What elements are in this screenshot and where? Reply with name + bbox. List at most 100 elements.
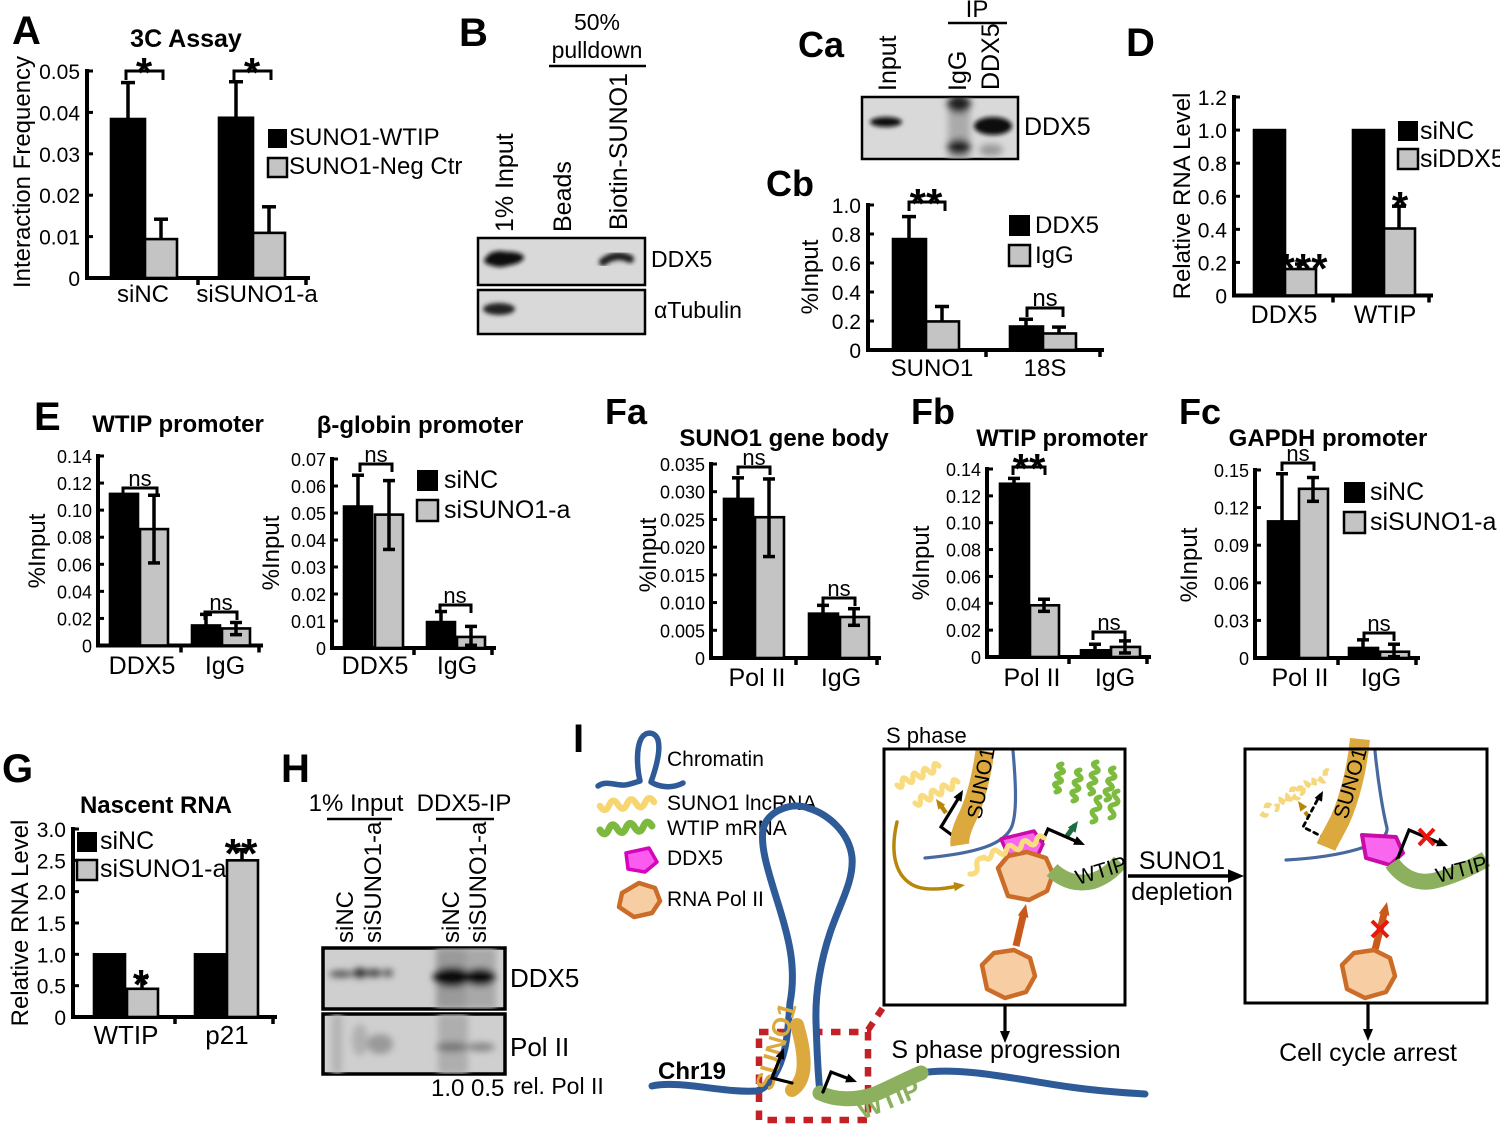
svg-text:2.5: 2.5 xyxy=(37,850,66,873)
svg-text:0: 0 xyxy=(971,648,981,668)
svg-text:ns: ns xyxy=(1286,441,1309,466)
svg-text:siSUNO1-a: siSUNO1-a xyxy=(444,496,571,524)
svg-text:*: * xyxy=(133,961,150,1008)
svg-text:IgG: IgG xyxy=(944,51,972,91)
svg-text:WTIP: WTIP xyxy=(94,1020,159,1050)
svg-text:RNA Pol II: RNA Pol II xyxy=(667,888,764,911)
svg-text:0.12: 0.12 xyxy=(57,474,92,494)
svg-text:1.0: 1.0 xyxy=(37,944,66,967)
svg-text:ns: ns xyxy=(128,466,151,491)
svg-text:SUNO1 gene body: SUNO1 gene body xyxy=(679,425,889,452)
svg-text:E: E xyxy=(34,395,61,439)
svg-text:Pol II: Pol II xyxy=(1004,664,1061,692)
svg-text:WTIP: WTIP xyxy=(1354,301,1417,329)
svg-text:DDX5: DDX5 xyxy=(667,847,723,870)
svg-text:**: ** xyxy=(910,180,943,227)
svg-text:0.020: 0.020 xyxy=(660,538,705,558)
svg-text:0: 0 xyxy=(695,649,705,669)
svg-text:0.02: 0.02 xyxy=(291,585,326,605)
svg-text:0.08: 0.08 xyxy=(57,528,92,548)
svg-text:I: I xyxy=(573,717,584,761)
svg-text:3C Assay: 3C Assay xyxy=(130,25,242,53)
svg-text:siNC: siNC xyxy=(100,827,154,855)
svg-text:*: * xyxy=(1392,183,1409,230)
svg-text:0.01: 0.01 xyxy=(39,227,80,250)
svg-text:%Input: %Input xyxy=(258,515,285,590)
svg-text:***: *** xyxy=(1278,245,1328,292)
svg-text:siSUNO1-a: siSUNO1-a xyxy=(465,821,492,943)
svg-text:1.0: 1.0 xyxy=(1198,120,1227,143)
svg-text:siNC: siNC xyxy=(1420,117,1474,145)
svg-text:0.06: 0.06 xyxy=(57,555,92,575)
svg-text:0.12: 0.12 xyxy=(1214,499,1249,519)
svg-text:WTIP mRNA: WTIP mRNA xyxy=(667,817,787,840)
svg-text:0.08: 0.08 xyxy=(946,541,981,561)
svg-text:ns: ns xyxy=(827,576,850,601)
svg-text:%Input: %Input xyxy=(635,517,662,592)
svg-text:0.6: 0.6 xyxy=(832,253,861,276)
svg-text:DDX5-IP: DDX5-IP xyxy=(417,790,512,817)
svg-text:1.2: 1.2 xyxy=(1198,87,1227,110)
svg-text:ns: ns xyxy=(364,442,387,467)
svg-text:1% Input: 1% Input xyxy=(309,790,404,817)
svg-text:ns: ns xyxy=(742,445,765,470)
svg-text:WTIP promoter: WTIP promoter xyxy=(92,411,264,438)
svg-text:0.07: 0.07 xyxy=(291,450,326,470)
svg-text:DDX5: DDX5 xyxy=(1251,301,1318,329)
svg-text:G: G xyxy=(2,747,33,791)
svg-text:siDDX5: siDDX5 xyxy=(1420,145,1500,173)
svg-text:ns: ns xyxy=(1367,611,1390,636)
svg-text:%Input: %Input xyxy=(24,513,51,588)
svg-text:S phase progression: S phase progression xyxy=(891,1036,1120,1064)
svg-text:0.4: 0.4 xyxy=(1198,219,1228,242)
svg-text:0: 0 xyxy=(849,340,861,363)
svg-text:siNC: siNC xyxy=(1370,478,1424,506)
svg-text:0.03: 0.03 xyxy=(39,144,80,167)
svg-text:0.2: 0.2 xyxy=(1198,252,1227,275)
svg-text:H: H xyxy=(281,747,310,791)
svg-text:siNC: siNC xyxy=(117,281,169,308)
svg-text:β-globin promoter: β-globin promoter xyxy=(317,412,524,439)
svg-text:0.06: 0.06 xyxy=(946,567,981,587)
svg-text:0.015: 0.015 xyxy=(660,566,705,586)
svg-text:0.02: 0.02 xyxy=(39,185,80,208)
svg-text:αTubulin: αTubulin xyxy=(654,297,742,323)
svg-text:*: * xyxy=(136,49,153,96)
svg-text:siNC: siNC xyxy=(444,466,498,494)
svg-text:IgG: IgG xyxy=(821,664,861,692)
svg-text:DDX5: DDX5 xyxy=(1035,212,1099,239)
svg-text:0.05: 0.05 xyxy=(291,504,326,524)
svg-text:Interaction Frequency: Interaction Frequency xyxy=(9,56,36,288)
svg-text:0: 0 xyxy=(1215,286,1227,309)
svg-text:SUNO1-Neg Ctr: SUNO1-Neg Ctr xyxy=(289,153,462,180)
svg-text:A: A xyxy=(12,9,41,53)
svg-text:0.4: 0.4 xyxy=(832,282,862,305)
svg-text:pulldown: pulldown xyxy=(552,37,643,63)
svg-text:**: ** xyxy=(225,830,258,877)
svg-text:1.5: 1.5 xyxy=(37,913,66,936)
svg-text:WTIP promoter: WTIP promoter xyxy=(976,425,1148,452)
svg-text:SUNO1: SUNO1 xyxy=(1139,847,1225,875)
svg-text:0.02: 0.02 xyxy=(57,609,92,629)
svg-text:IgG: IgG xyxy=(1361,664,1401,692)
svg-text:0.04: 0.04 xyxy=(291,531,326,551)
svg-text:0.8: 0.8 xyxy=(1198,153,1227,176)
svg-text:D: D xyxy=(1126,21,1155,65)
svg-text:SUNO1-WTIP: SUNO1-WTIP xyxy=(289,124,440,151)
svg-text:Ca: Ca xyxy=(798,24,845,65)
svg-text:0: 0 xyxy=(1239,649,1249,669)
svg-text:ns: ns xyxy=(443,583,466,608)
svg-text:DDX5: DDX5 xyxy=(342,652,409,680)
svg-text:Fb: Fb xyxy=(911,391,955,432)
svg-text:DDX5: DDX5 xyxy=(109,652,176,680)
svg-text:%Input: %Input xyxy=(1176,527,1203,602)
svg-text:0.6: 0.6 xyxy=(1198,186,1227,209)
svg-text:Nascent RNA: Nascent RNA xyxy=(80,792,232,819)
svg-text:ns: ns xyxy=(1032,285,1057,312)
svg-text:Relative RNA Level: Relative RNA Level xyxy=(7,820,34,1027)
svg-text:DDX5: DDX5 xyxy=(510,963,579,993)
svg-text:%Input: %Input xyxy=(908,525,935,600)
svg-text:SUNO1: SUNO1 xyxy=(891,355,974,382)
svg-text:GAPDH promoter: GAPDH promoter xyxy=(1229,425,1428,452)
svg-text:siSUNO1-a: siSUNO1-a xyxy=(360,821,387,943)
